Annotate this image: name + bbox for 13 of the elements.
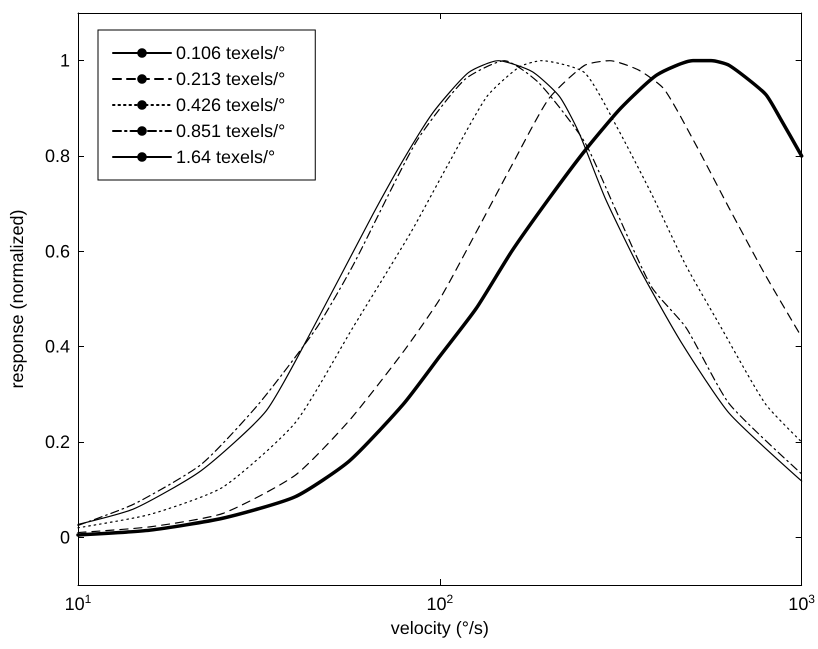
x-axis-title: velocity (°/s)	[390, 618, 489, 638]
y-tick-label: 0.2	[44, 432, 70, 452]
legend-label: 0.106 texels/°	[176, 43, 286, 63]
y-tick-label: 0	[60, 527, 70, 548]
y-tick-label: 1	[60, 50, 70, 71]
legend-label: 0.213 texels/°	[176, 69, 286, 89]
legend-label: 0.426 texels/°	[176, 95, 286, 115]
legend-label: 0.851 texels/°	[176, 121, 286, 141]
y-tick-label: 0.4	[44, 336, 70, 357]
legend-label: 1.64 texels/°	[176, 147, 276, 167]
y-tick-label: 0.8	[44, 146, 70, 166]
y-tick-label: 0.6	[44, 241, 70, 262]
y-axis-title: response (normalized)	[7, 209, 27, 389]
